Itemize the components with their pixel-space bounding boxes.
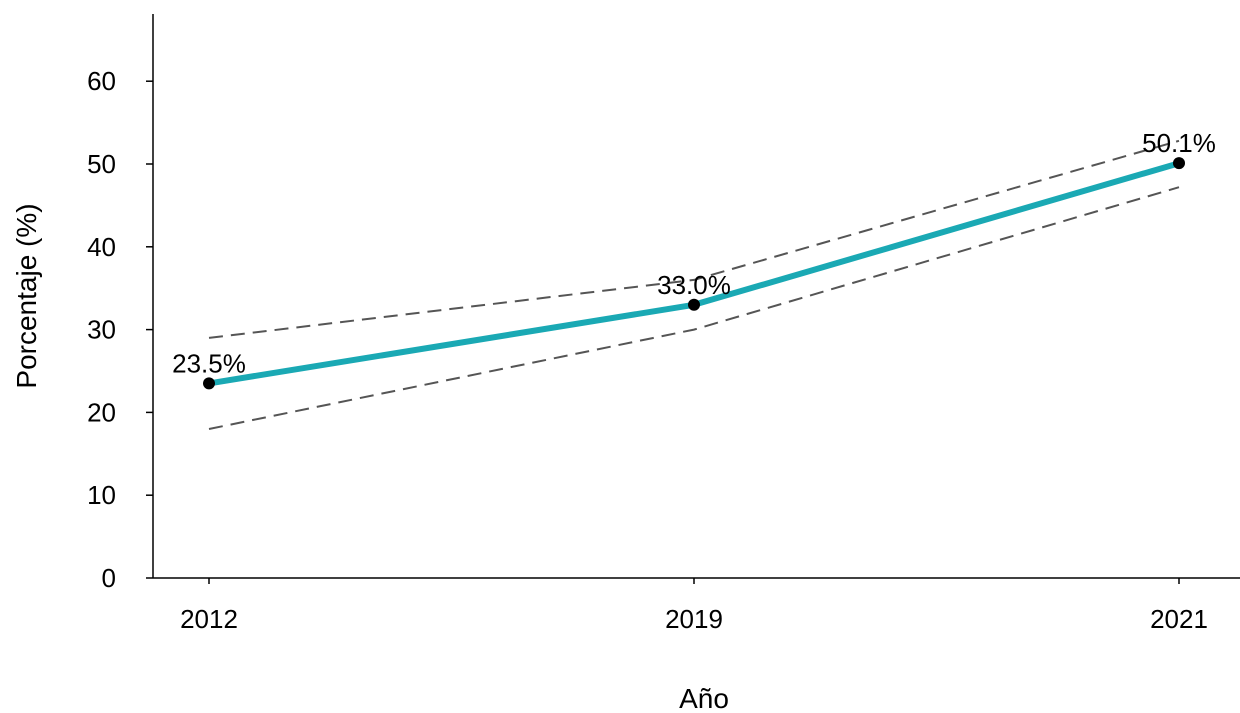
- y-tick-label: 30: [87, 315, 116, 345]
- data-point: [203, 377, 215, 390]
- y-tick-label: 0: [102, 563, 116, 593]
- confidence-lower-line: [208, 186, 1180, 430]
- x-tick-label: 2019: [665, 604, 723, 634]
- x-axis-ticks: 2012 2019 2021: [180, 578, 1208, 634]
- data-label: 50.1%: [1142, 128, 1216, 158]
- data-label: 23.5%: [172, 348, 246, 378]
- confidence-upper-line: [208, 139, 1180, 339]
- y-tick-label: 20: [87, 397, 116, 427]
- data-point: [688, 298, 700, 311]
- y-tick-label: 10: [87, 480, 116, 510]
- series-group: [203, 157, 1185, 390]
- y-axis-title: Porcentaje (%): [11, 203, 42, 388]
- x-tick-label: 2021: [1150, 604, 1208, 634]
- x-tick-label: 2012: [180, 604, 238, 634]
- data-point: [1173, 157, 1185, 170]
- y-tick-label: 40: [87, 232, 116, 262]
- y-axis-ticks: 0 10 20 30 40 50 60: [87, 66, 153, 593]
- data-labels: 23.5% 33.0% 50.1%: [172, 128, 1216, 378]
- data-label: 33.0%: [657, 270, 731, 300]
- x-axis-title: Año: [679, 683, 729, 713]
- y-tick-label: 60: [87, 66, 116, 96]
- confidence-band: [208, 139, 1180, 430]
- y-tick-label: 50: [87, 149, 116, 179]
